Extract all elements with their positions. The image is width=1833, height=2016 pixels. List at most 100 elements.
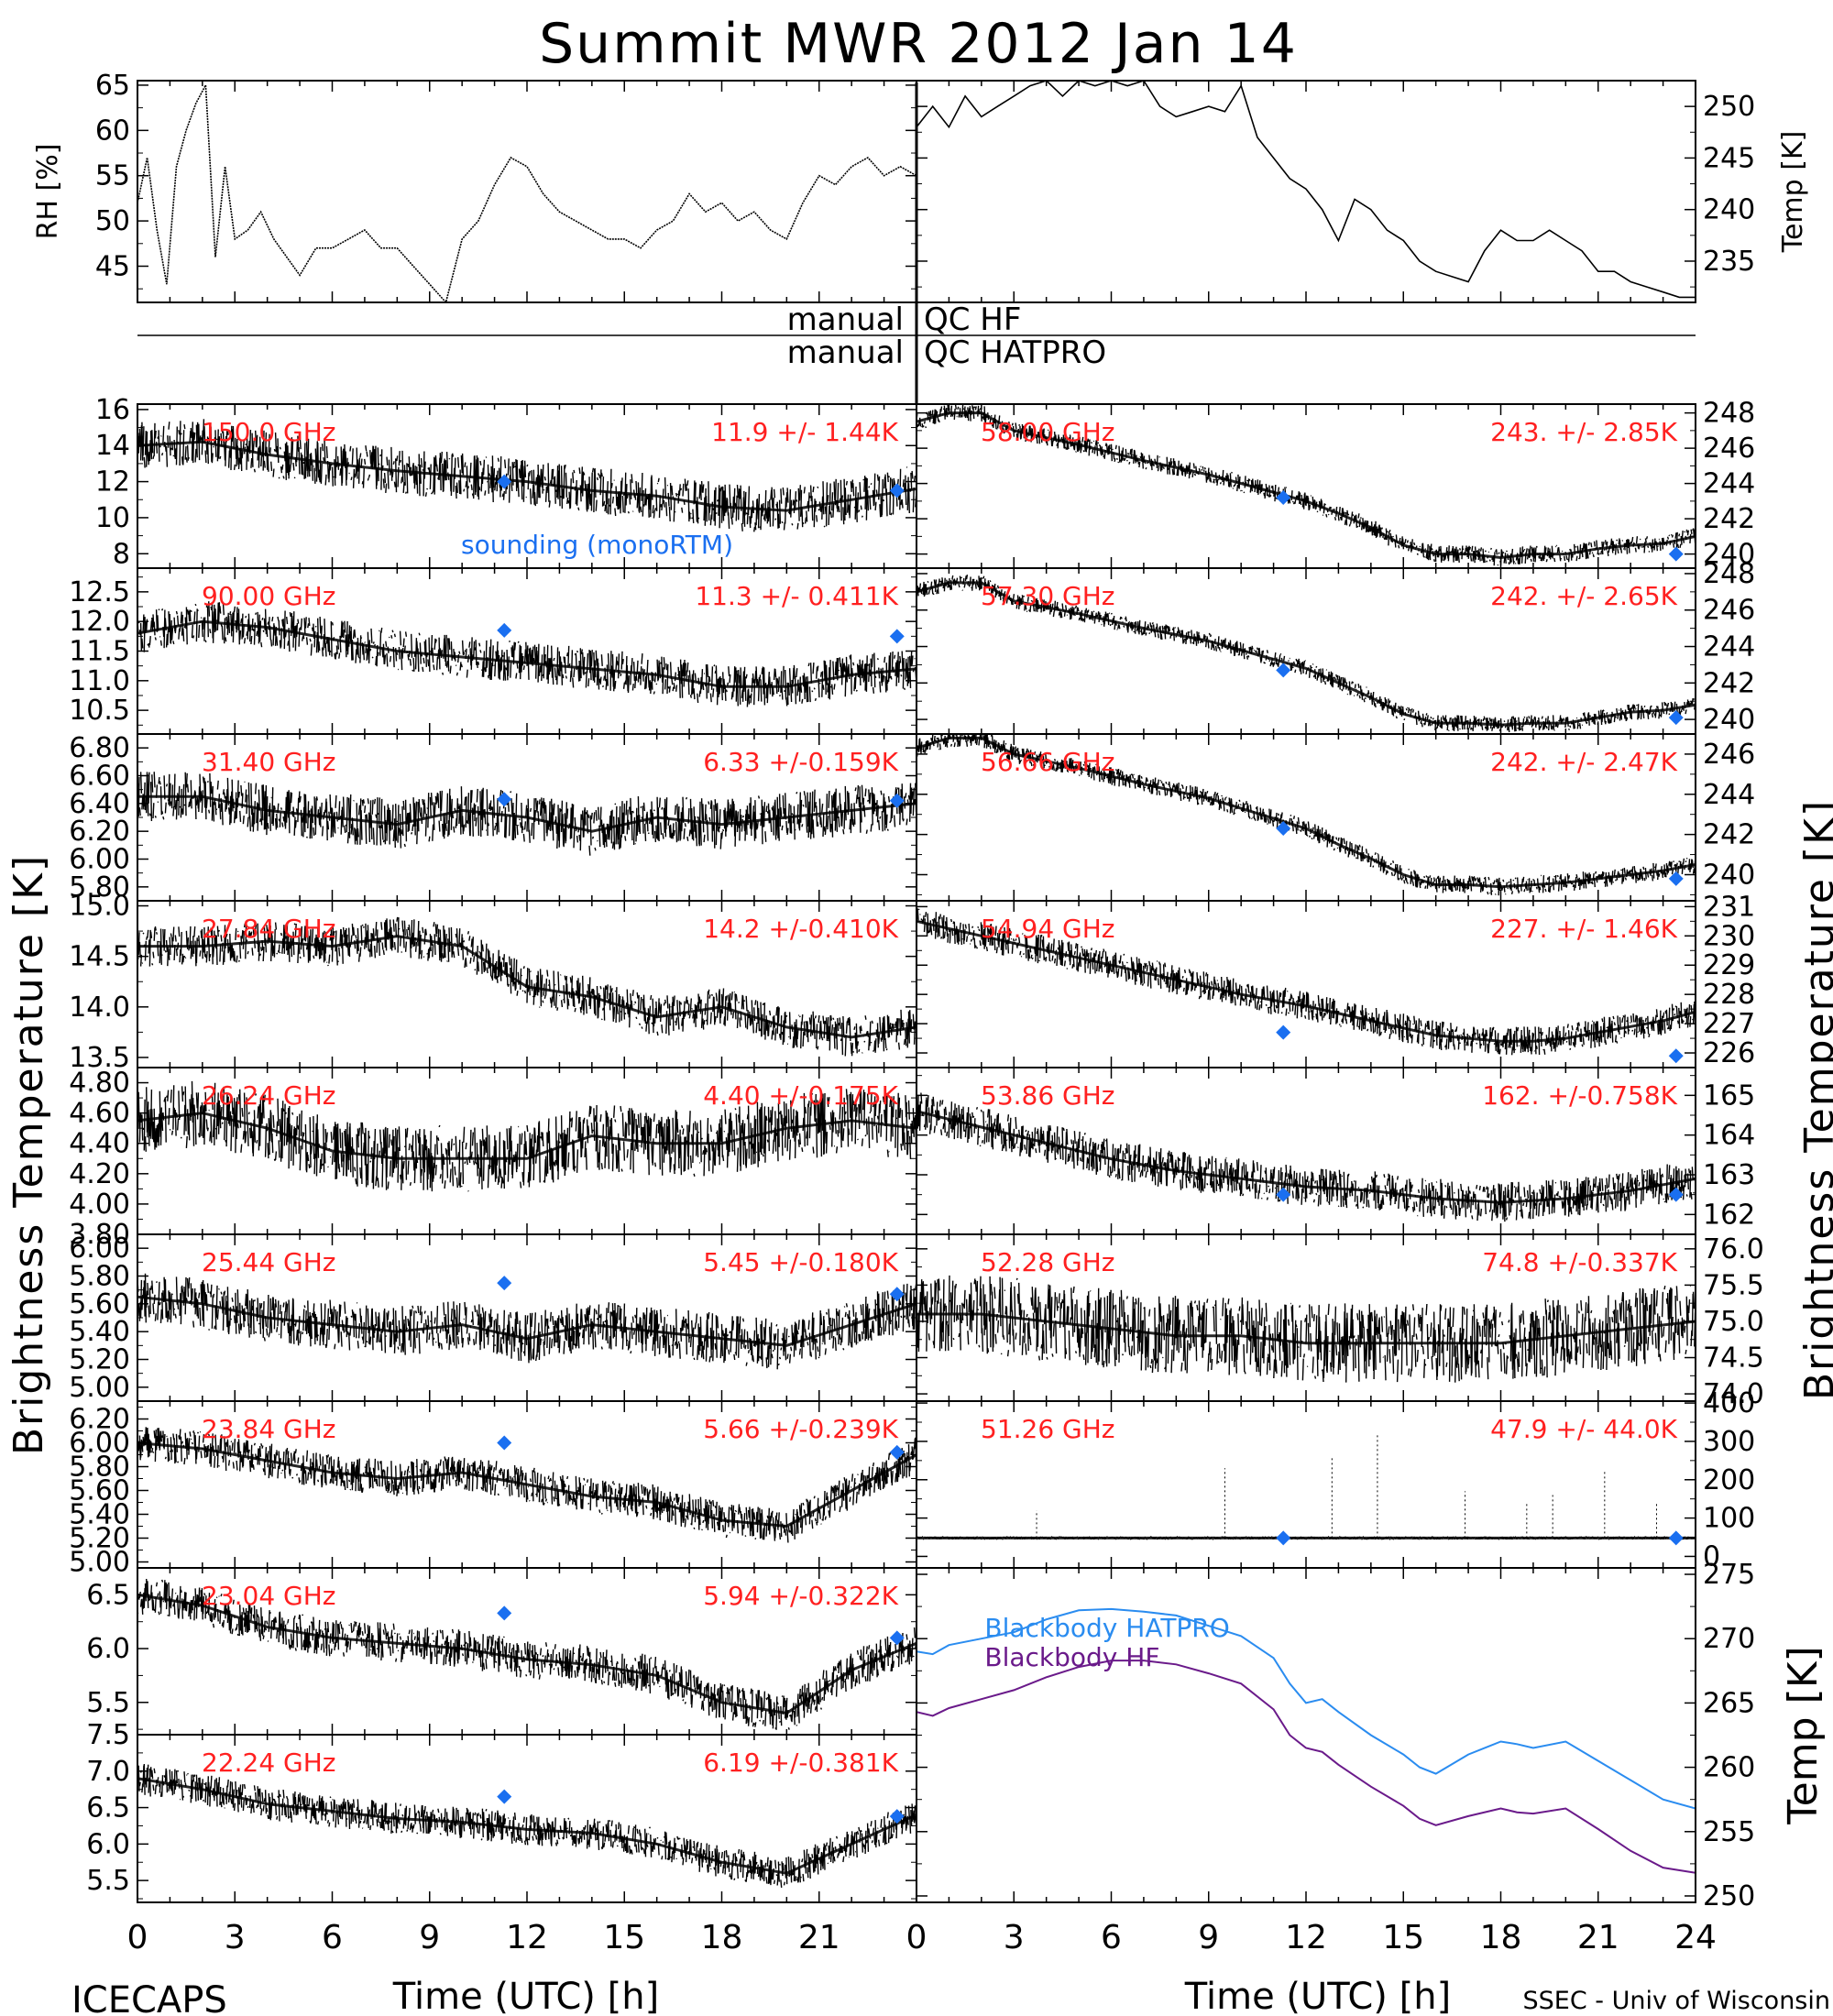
plot-area-ch-2384 [137,1427,916,1543]
ytick-label: 240 [1703,539,1755,571]
channel-stat: 242. +/- 2.65K [1490,581,1677,611]
ytick-label: 12.5 [69,576,130,608]
ytick-label: 242 [1703,819,1755,851]
sounding-marker-0 [1276,663,1291,678]
xtick-label-right: 12 [1285,1919,1327,1956]
sounding-marker-1 [1668,1530,1684,1546]
trend-ch-2544 [137,1295,916,1347]
qc-hf-right-label: QC HF [924,301,1021,338]
ytick-label: 14.5 [69,941,130,973]
ytick-label: 250 [1703,1880,1755,1912]
ytick-label: 4.20 [69,1158,130,1190]
channel-stat: 11.3 +/- 0.411K [695,581,898,611]
line-temp [916,81,1696,299]
ytick-label: 244 [1703,468,1755,500]
ytick-label: 11.5 [69,636,130,668]
trend-ch-5730 [916,581,1696,727]
sounding-marker-0 [1276,821,1291,837]
trend-ch-90 [137,619,916,688]
sounding-marker-0 [1276,1024,1291,1040]
ytick-label: 65 [95,70,130,102]
ytick-label: 7.0 [86,1756,130,1788]
channel-stat: 5.45 +/-0.180K [703,1247,898,1277]
channel-stat: 6.33 +/-0.159K [703,747,898,777]
ytick-label: 242 [1703,667,1755,699]
xtick-label-left: 18 [701,1919,743,1956]
channel-label: 23.84 GHz [202,1414,336,1444]
ytick-label: 240 [1703,704,1755,736]
trend-ch-2384 [137,1441,916,1528]
channel-stat: 74.8 +/-0.337K [1482,1247,1677,1277]
sounding-marker-0 [497,1435,512,1451]
ytick-label: 163 [1703,1159,1755,1191]
panel-ch-2624: 3.804.004.204.404.604.80 26.24 GHz 4.40 +/… [69,1067,917,1251]
xtick-label-right: 15 [1382,1919,1424,1956]
panel-ch-2544: 5.005.205.405.605.806.00 25.44 GHz 5.45 +/… [69,1233,917,1404]
sounding-marker-1 [889,1630,905,1646]
ytick-label: 0 [1703,1540,1720,1572]
ytick-label: 230 [1703,920,1755,952]
ytick-label: 265 [1703,1687,1755,1719]
sounding-marker-0 [497,792,512,807]
ytick-label: 242 [1703,503,1755,535]
trend-ch-2224 [137,1777,916,1875]
ytick-label: 248 [1703,398,1755,430]
qc-hatpro-left-label: manual [787,334,904,371]
panel-ch-5228: 74.074.5 75.0 75.5 76.0 52.28 GHz 74.8 +/-0.3… [916,1233,1764,1410]
sounding-legend: sounding (monoRTM) [461,530,733,560]
qc-hf-left-label: manual [787,301,904,338]
channel-label: 26.24 GHz [202,1080,336,1111]
ytick-label: 11.0 [69,665,130,697]
ytick-label: 244 [1703,631,1755,663]
channel-stat: 242. +/- 2.47K [1490,747,1677,777]
channel-label: 25.44 GHz [202,1247,336,1277]
sounding-marker-1 [1668,710,1684,726]
ytick-label: 75.5 [1703,1269,1764,1301]
sounding-marker-1 [889,1809,905,1824]
plot-area-rh [137,82,916,302]
ytick-label: 5.00 [69,1547,130,1579]
ytick-label: 5.20 [69,1523,130,1555]
figure-title: Summit MWR 2012 Jan 14 [539,12,1298,76]
sounding-marker-1 [1668,1048,1684,1064]
ytick-label: 165 [1703,1079,1755,1112]
xtick-label-left: 21 [798,1919,840,1956]
ytick-label: 227 [1703,1008,1755,1040]
ytick-label: 74.5 [1703,1342,1764,1375]
xtick-label-right: 24 [1674,1919,1717,1956]
ytick-label: 6.20 [69,816,130,848]
ytick-label: 275 [1703,1559,1755,1591]
ytick-label: 5.5 [86,1865,130,1897]
ytick-label: 55 [95,160,130,192]
ytick-label: 270 [1703,1623,1755,1655]
xtick-label-right: 0 [906,1919,927,1956]
trend-ch-2784 [137,935,916,1039]
plot-area-ch-5126 [916,1433,1696,1546]
sounding-marker-1 [1668,1187,1684,1202]
trend-ch-5666 [916,736,1696,889]
channel-label: 58.00 GHz [981,417,1115,447]
channel-label: 22.24 GHz [202,1748,336,1778]
plot-area-ch-150 [137,419,916,532]
ytick-label: 6.0 [86,1633,130,1665]
xtick-label-left: 9 [419,1919,440,1956]
ytick-label: 164 [1703,1120,1755,1152]
panel-ch-31: 5.806.006.206.406.606.80 31.40 GHz 6.33 +/… [69,732,917,904]
legend-series-0: Blackbody HATPRO [984,1613,1229,1643]
xtick-label-right: 6 [1101,1919,1122,1956]
sounding-marker-1 [889,1287,905,1302]
ytick-label: 240 [1703,859,1755,891]
ytick-label: 240 [1703,194,1755,226]
ylabel-left-brightness-temperature: Brightness Temperature [K] [5,854,52,1455]
ytick-label: 250 [1703,91,1755,123]
ytick-label: 6.60 [69,761,130,793]
ytick-label: 260 [1703,1752,1755,1784]
ytick-label: 6.0 [86,1828,130,1860]
sounding-marker-1 [889,1444,905,1460]
ytick-label: 162 [1703,1199,1755,1231]
channel-label: 90.00 GHz [202,581,336,611]
channel-label: 52.28 GHz [981,1247,1115,1277]
trend-ch-150 [137,440,916,512]
